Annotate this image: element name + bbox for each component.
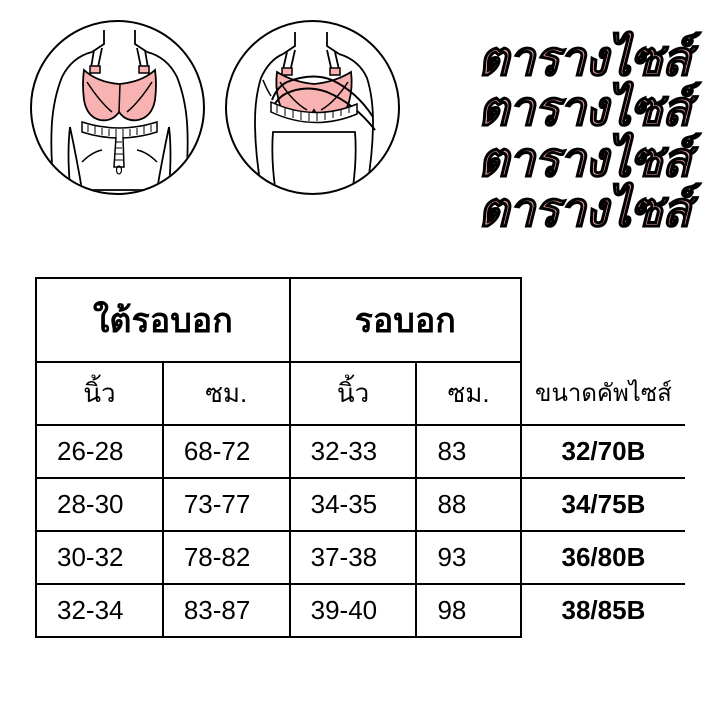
front-measurement-illustration — [30, 20, 205, 195]
under-cm-cell: 83-87 — [163, 584, 290, 637]
under-inch-cell: 26-28 — [36, 425, 163, 478]
under-cm-cell: 73-77 — [163, 478, 290, 531]
bust-header: รอบอก — [290, 278, 521, 362]
sub-header-inch-1: นิ้ว — [36, 362, 163, 425]
title-line-1: ตารางไซส์ — [478, 35, 690, 85]
cup-size-cell: 34/75B — [521, 478, 685, 531]
under-cm-cell: 68-72 — [163, 425, 290, 478]
bust-cm-cell: 88 — [416, 478, 520, 531]
sub-header-cm-1: ซม. — [163, 362, 290, 425]
table-row: 30-3278-8237-389336/80B — [36, 531, 685, 584]
cup-size-cell: 38/85B — [521, 584, 685, 637]
table-body: 26-2868-7232-338332/70B28-3073-7734-3588… — [36, 425, 685, 637]
title-line-4: ตารางไซส์ — [478, 186, 690, 236]
bust-cm-cell: 98 — [416, 584, 520, 637]
table-row: 26-2868-7232-338332/70B — [36, 425, 685, 478]
bust-cm-cell: 93 — [416, 531, 520, 584]
top-section: ตารางไซส์ ตารางไซส์ ตารางไซส์ ตารางไซส์ — [0, 0, 720, 247]
sub-header-cm-2: ซม. — [416, 362, 520, 425]
bust-inch-cell: 34-35 — [290, 478, 417, 531]
under-inch-cell: 32-34 — [36, 584, 163, 637]
stacked-title: ตารางไซส์ ตารางไซส์ ตารางไซส์ ตารางไซส์ — [478, 20, 690, 237]
bust-inch-cell: 37-38 — [290, 531, 417, 584]
bust-inch-cell: 39-40 — [290, 584, 417, 637]
title-line-2: ตารางไซส์ — [478, 85, 690, 135]
size-table-wrapper: ใต้รอบอก รอบอก นิ้ว ซม. นิ้ว ซม. ขนาดคัพ… — [0, 247, 720, 638]
bust-cm-cell: 83 — [416, 425, 520, 478]
table-row: 28-3073-7734-358834/75B — [36, 478, 685, 531]
under-inch-cell: 28-30 — [36, 478, 163, 531]
cup-size-header: ขนาดคัพไซส์ — [521, 362, 685, 425]
bust-inch-cell: 32-33 — [290, 425, 417, 478]
sub-header-inch-2: นิ้ว — [290, 362, 417, 425]
sub-header-row: นิ้ว ซม. นิ้ว ซม. ขนาดคัพไซส์ — [36, 362, 685, 425]
cup-size-cell: 32/70B — [521, 425, 685, 478]
side-measurement-illustration — [225, 20, 400, 195]
illustrations-group — [30, 20, 400, 195]
title-line-3: ตารางไซส์ — [478, 136, 690, 186]
under-cm-cell: 78-82 — [163, 531, 290, 584]
empty-header-cell — [521, 278, 685, 362]
size-table: ใต้รอบอก รอบอก นิ้ว ซม. นิ้ว ซม. ขนาดคัพ… — [35, 277, 685, 638]
group-header-row: ใต้รอบอก รอบอก — [36, 278, 685, 362]
table-row: 32-3483-8739-409838/85B — [36, 584, 685, 637]
under-bust-header: ใต้รอบอก — [36, 278, 290, 362]
cup-size-cell: 36/80B — [521, 531, 685, 584]
under-inch-cell: 30-32 — [36, 531, 163, 584]
